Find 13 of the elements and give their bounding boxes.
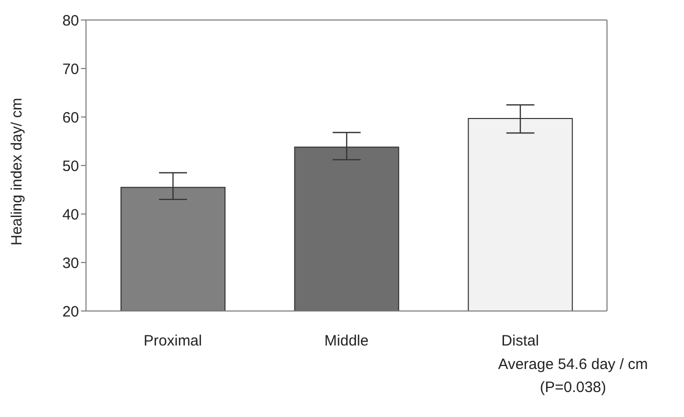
y-tick-label: 70 xyxy=(62,60,79,78)
y-tick-label: 30 xyxy=(62,254,79,272)
x-tick-label: Distal xyxy=(501,332,539,350)
y-tick-label: 40 xyxy=(62,206,79,224)
y-tick-label: 20 xyxy=(62,303,79,320)
text: (P=0.038) xyxy=(538,378,608,398)
y-tick-label: 80 xyxy=(62,12,79,30)
x-tick-label: Middle xyxy=(324,332,369,350)
y-tick-label: 60 xyxy=(62,109,79,126)
y-tick-label: 50 xyxy=(62,158,79,175)
y-axis-title: Healing index day/ cm xyxy=(8,98,26,246)
text: Average 54.6 day / cm xyxy=(497,355,649,375)
x-tick-label: Proximal xyxy=(144,332,202,350)
